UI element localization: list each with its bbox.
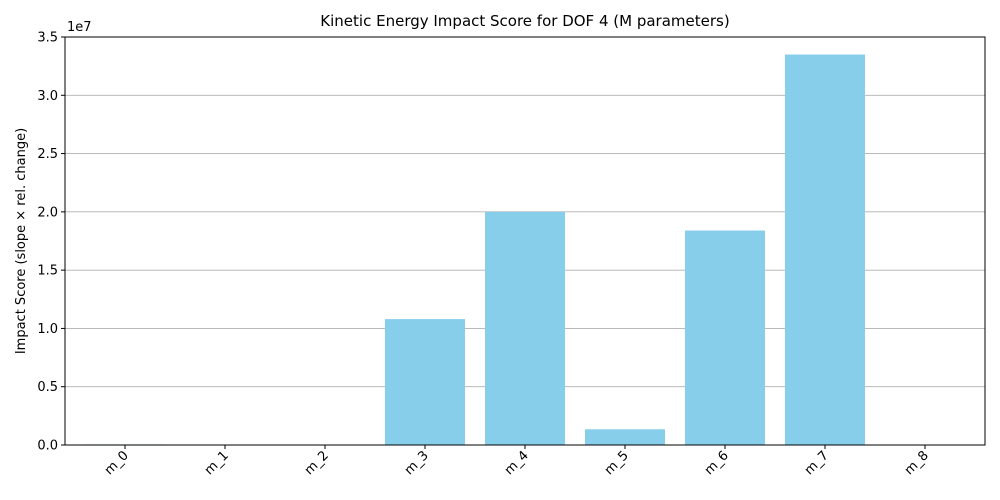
y-axis-offset-label: 1e7: [67, 20, 92, 35]
y-axis-label: Impact Score (slope × rel. change): [14, 128, 29, 354]
x-axis-ticks: m_0 m_1 m_2 m_3 m_4 m_5 m_6 m_7 m_8: [102, 445, 932, 478]
x-tick-label: m_7: [802, 448, 832, 478]
x-tick-label: m_0: [102, 448, 132, 478]
y-axis-ticks: 0.0 0.5 1.0 1.5 2.0 2.5 3.0 3.5: [37, 31, 65, 454]
bars: [85, 54, 865, 445]
bar-m-3: [385, 319, 465, 445]
bar-m-5: [585, 429, 665, 445]
y-tick-label: 0.5: [37, 380, 58, 395]
y-tick-label: 1.0: [37, 322, 58, 337]
y-tick-label: 0.0: [37, 439, 58, 454]
bar-m-7: [785, 54, 865, 445]
chart-title: Kinetic Energy Impact Score for DOF 4 (M…: [320, 12, 729, 30]
y-tick-label: 3.5: [37, 31, 58, 46]
bar-m-6: [685, 230, 765, 445]
y-tick-label: 1.5: [37, 264, 58, 279]
y-tick-label: 2.0: [37, 205, 58, 220]
x-tick-label: m_3: [402, 448, 432, 478]
x-tick-label: m_5: [602, 448, 632, 478]
y-tick-label: 3.0: [37, 89, 58, 104]
x-tick-label: m_2: [302, 448, 332, 478]
x-tick-label: m_4: [502, 448, 532, 478]
bar-m-4: [485, 211, 565, 445]
x-tick-label: m_1: [202, 448, 232, 478]
x-tick-label: m_6: [702, 448, 732, 478]
y-tick-label: 2.5: [37, 147, 58, 162]
x-tick-label: m_8: [902, 448, 932, 478]
